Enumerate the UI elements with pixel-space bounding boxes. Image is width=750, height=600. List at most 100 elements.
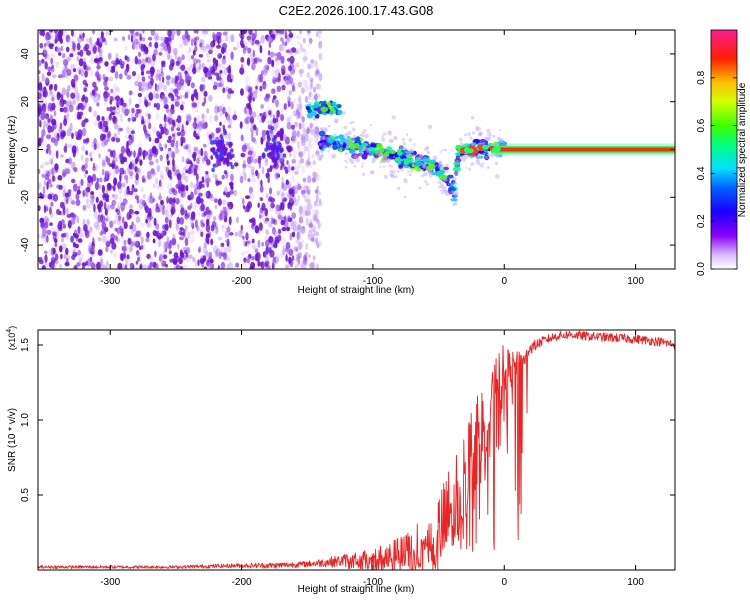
spectrogram-noise-blob: [244, 250, 249, 255]
spectrogram-noise-blob: [297, 111, 303, 120]
spectrogram-noise-blob: [212, 172, 216, 178]
spectrogram-halo: [342, 135, 346, 139]
spectrogram-noise-blob: [174, 148, 180, 154]
spectrogram-noise-blob: [45, 148, 49, 154]
spectrogram-noise-blob: [178, 186, 181, 194]
spectrogram-noise-blob: [161, 262, 165, 268]
spectrogram-noise-blob: [247, 253, 252, 260]
spectrogram-noise-blob: [256, 113, 259, 120]
spectrogram-noise-blob: [141, 58, 146, 65]
spectrogram-noise-blob: [274, 68, 280, 77]
spectrogram-noise-blob: [312, 255, 316, 261]
spectrogram-noise-blob: [219, 212, 223, 220]
spectrogram-noise-blob: [46, 134, 52, 140]
spectrogram-halo: [370, 124, 373, 127]
spectrogram-noise-blob: [164, 223, 169, 231]
spectrogram-halo: [487, 132, 492, 137]
spectrogram-noise-blob: [39, 42, 44, 49]
spectrogram-noise-blob: [100, 213, 104, 222]
spectrogram-noise-blob: [171, 237, 177, 246]
spectrogram-noise-blob: [279, 157, 285, 165]
spectrogram-noise-blob: [285, 49, 291, 54]
spectrogram-noise-blob: [227, 245, 232, 253]
spectrogram-noise-blob: [47, 125, 52, 134]
spectrogram-noise-blob: [296, 140, 301, 149]
spectrogram-noise-blob: [139, 113, 143, 121]
spectrogram-noise-blob: [137, 92, 143, 98]
spectrogram-noise-blob: [305, 185, 309, 191]
spectrogram-noise-blob: [312, 124, 316, 133]
spectrogram-noise-blob: [235, 262, 240, 268]
spectrogram-noise-blob: [245, 195, 250, 200]
spectrogram-noise-blob: [105, 246, 109, 253]
spectrogram-noise-blob: [126, 141, 129, 150]
spectrogram-noise-blob: [204, 191, 209, 198]
spectrogram-halo: [350, 137, 356, 143]
spectrogram-noise-blob: [307, 234, 311, 241]
spectrogram-noise-blob: [141, 63, 145, 73]
spectrogram-noise-blob: [160, 36, 163, 41]
spectrogram-noise-blob: [291, 166, 295, 171]
spectrogram-noise-blob: [203, 66, 208, 74]
spectrogram-noise-blob: [193, 117, 197, 123]
spectrogram-halo: [379, 166, 382, 169]
spectrogram-noise-blob: [286, 121, 292, 130]
spectrogram-noise-blob: [153, 103, 157, 108]
spectrogram-trace-blob: [478, 150, 485, 154]
spectrogram-noise-blob: [111, 242, 117, 250]
spectrogram-halo: [320, 127, 324, 131]
spectrogram-noise-blob: [163, 49, 168, 56]
spectrogram-noise-blob: [202, 246, 208, 255]
spectrogram-noise-blob: [202, 143, 207, 148]
spectrogram-noise-blob: [49, 222, 53, 227]
spectrogram-trace-blob: [396, 151, 404, 156]
spectrogram-noise-blob: [94, 86, 99, 92]
spectrogram-noise-blob: [247, 162, 252, 169]
spectrogram-noise-blob: [64, 65, 68, 73]
spectrogram-noise-blob: [268, 30, 273, 35]
spectrogram-noise-blob: [179, 94, 183, 100]
spectrogram-noise-blob: [317, 222, 322, 228]
spectrogram-noise-blob: [147, 43, 153, 48]
spectrogram-noise-blob: [179, 227, 184, 231]
spectrogram-noise-blob: [312, 225, 316, 233]
spectrogram-noise-blob: [259, 74, 264, 83]
spectrogram-noise-blob: [300, 226, 306, 235]
spectrogram-noise-blob: [54, 260, 59, 266]
spectrogram-noise-blob: [181, 100, 185, 105]
spectrogram-noise-blob: [203, 242, 207, 249]
spectrogram-noise-blob: [73, 74, 79, 82]
spectrogram-noise-blob: [188, 254, 193, 259]
spectrogram-noise-blob: [273, 219, 278, 226]
spectrogram-halo: [427, 167, 433, 172]
spectrogram-noise-blob: [133, 150, 136, 158]
spectrogram-noise-blob: [120, 201, 126, 211]
spectrogram-noise-blob: [218, 262, 222, 269]
colorbar-tick-label: 0.2: [696, 214, 707, 228]
spectrogram-noise-blob: [255, 88, 259, 94]
spectrogram-noise-blob: [195, 60, 199, 66]
spectrogram-noise-blob: [240, 63, 244, 70]
spectrogram-noise-blob: [197, 149, 201, 155]
spectrogram-noise-blob: [167, 54, 173, 61]
spectrogram-noise-blob: [64, 261, 70, 267]
spectrogram-noise-blob: [97, 237, 102, 242]
spectrogram-noise-blob: [159, 154, 163, 161]
spectrogram-noise-blob: [313, 200, 318, 207]
spectrogram-noise-blob: [173, 47, 178, 56]
spectrogram-noise-blob: [63, 197, 67, 203]
spectrogram-halo: [442, 168, 445, 171]
spectrogram-halo: [408, 173, 412, 176]
spectrogram-noise-blob: [224, 239, 230, 243]
spectrogram-halo: [434, 157, 437, 161]
spectrogram-halo: [437, 160, 443, 166]
spectrogram-noise-blob: [298, 95, 302, 102]
spectrogram-noise-blob: [43, 205, 47, 214]
spectrogram-trace-blob: [336, 104, 342, 109]
spectrogram-noise-blob: [168, 149, 172, 158]
spectrogram-noise-blob: [226, 117, 231, 123]
spectrogram-noise-blob: [296, 220, 300, 227]
spectrogram-noise-blob: [281, 84, 286, 91]
spectrogram-noise-blob: [254, 253, 259, 262]
spectrogram-noise-blob: [190, 191, 194, 200]
